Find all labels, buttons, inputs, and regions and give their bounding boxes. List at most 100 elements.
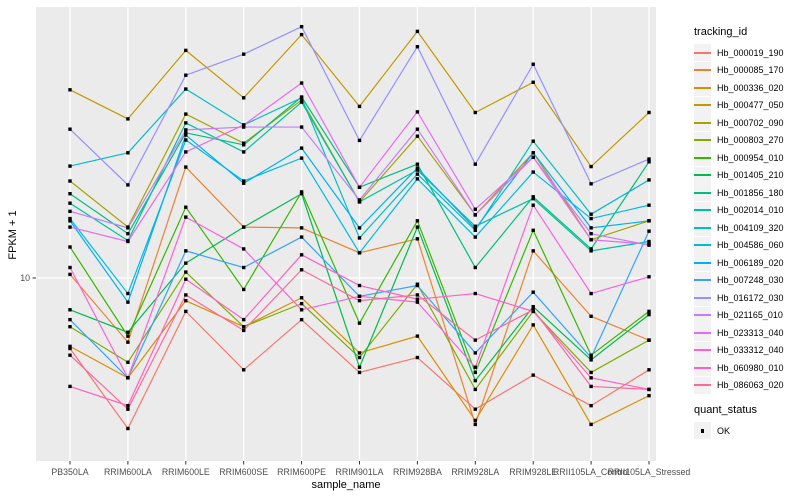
- data-point: [531, 228, 535, 233]
- data-point: [647, 239, 651, 244]
- data-point: [589, 376, 593, 380]
- legend-item-label: Hb_000954_010: [717, 152, 784, 163]
- legend-key-line-icon: [694, 191, 711, 194]
- legend-key-line-icon: [694, 314, 711, 317]
- legend-key-box: [694, 114, 711, 132]
- data-point: [126, 300, 130, 304]
- legend-item: Hb_001856_180: [694, 184, 798, 202]
- data-point: [357, 365, 362, 369]
- data-point: [242, 96, 246, 100]
- data-point: [473, 418, 477, 423]
- data-point: [415, 237, 420, 241]
- data-point: [299, 156, 304, 160]
- data-point: [184, 215, 188, 219]
- data-point: [531, 151, 535, 155]
- legend-key-line-icon: [694, 156, 711, 159]
- data-point: [357, 138, 362, 143]
- data-point: [357, 298, 362, 303]
- data-point: [473, 422, 477, 427]
- legend-item-label: Hb_000019_190: [717, 47, 784, 58]
- legend-item: Hb_016172_030: [694, 289, 798, 307]
- data-point: [473, 387, 477, 392]
- legend-item-label: Hb_086063_020: [717, 380, 784, 391]
- legend-item: Hb_004109_320: [694, 219, 798, 237]
- x-axis-title: sample_name: [311, 479, 381, 491]
- data-point: [531, 323, 535, 327]
- legend-item-label: Hb_000803_270: [717, 135, 784, 146]
- legend-item: Hb_002014_010: [694, 201, 798, 220]
- data-point: [357, 283, 362, 288]
- data-point: [242, 181, 246, 185]
- data-point: [473, 207, 477, 211]
- black-square-point-icon: [700, 429, 705, 433]
- data-point: [415, 127, 420, 131]
- data-point: [531, 62, 535, 66]
- data-point: [357, 198, 362, 202]
- legend-key-box: [694, 79, 711, 97]
- legend-title-tracking-id: tracking_id: [694, 26, 748, 38]
- legend-item: Hb_000477_050: [694, 96, 798, 115]
- data-point: [357, 104, 362, 109]
- legend-key-box: [694, 341, 711, 359]
- data-point: [473, 235, 477, 239]
- legend-key-line-icon: [694, 261, 711, 264]
- x-tick-label: RRII105LA_Control: [553, 467, 629, 477]
- data-point: [473, 338, 477, 342]
- data-point: [242, 125, 246, 129]
- legend-item: Hb_006189_020: [694, 254, 798, 272]
- data-point: [299, 24, 304, 29]
- data-point: [531, 290, 535, 294]
- data-point: [242, 52, 246, 56]
- data-point: [68, 265, 72, 270]
- legend-key-line-icon: [694, 331, 711, 334]
- data-point: [589, 226, 593, 230]
- data-point: [126, 334, 130, 338]
- data-point: [184, 293, 188, 297]
- data-point: [357, 351, 362, 355]
- legend-item-label: OK: [717, 425, 731, 436]
- data-point: [68, 219, 72, 223]
- data-point: [242, 287, 246, 292]
- data-point: [473, 365, 477, 369]
- data-point: [126, 403, 130, 408]
- y-tick-label: 10: [20, 273, 30, 283]
- legend-item: Hb_021165_010: [694, 306, 798, 325]
- data-point: [415, 29, 420, 34]
- legend-key-box: [694, 236, 711, 254]
- data-point: [184, 309, 188, 314]
- data-point: [647, 275, 651, 279]
- data-point: [589, 212, 593, 216]
- legend-items: Hb_000019_190 Hb_000085_170 Hb_000336_020 H…: [694, 44, 798, 394]
- legend-key-line-icon: [694, 349, 711, 352]
- legend-key-box: [694, 422, 711, 440]
- data-point: [415, 219, 420, 223]
- data-point: [415, 283, 420, 288]
- data-point: [242, 225, 246, 229]
- data-point: [647, 387, 651, 392]
- x-tick-label: RRII105LA_Stressed: [608, 467, 691, 477]
- legend-key-box: [694, 376, 711, 394]
- data-point: [415, 334, 420, 338]
- data-point: [415, 225, 420, 229]
- data-point: [68, 179, 72, 183]
- legend-key-box: [694, 219, 711, 237]
- data-point: [357, 321, 362, 325]
- x-tick-label: RRIM901LA: [336, 467, 384, 477]
- legend-key-line-icon: [694, 366, 711, 369]
- data-point: [531, 195, 535, 199]
- data-point: [589, 216, 593, 221]
- data-point: [184, 131, 188, 135]
- data-point: [589, 231, 593, 236]
- data-point: [357, 200, 362, 204]
- data-point: [68, 384, 72, 389]
- data-point: [184, 48, 188, 53]
- x-tick-label: RRIM928BA: [393, 467, 442, 477]
- data-point: [68, 324, 72, 329]
- data-point: [126, 340, 130, 344]
- legend-key-box: [694, 324, 711, 342]
- data-point: [126, 360, 130, 364]
- legend-key-box: [694, 96, 711, 114]
- data-point: [647, 203, 651, 207]
- legend-key-box: [694, 44, 711, 62]
- legend-key-box: [694, 271, 711, 289]
